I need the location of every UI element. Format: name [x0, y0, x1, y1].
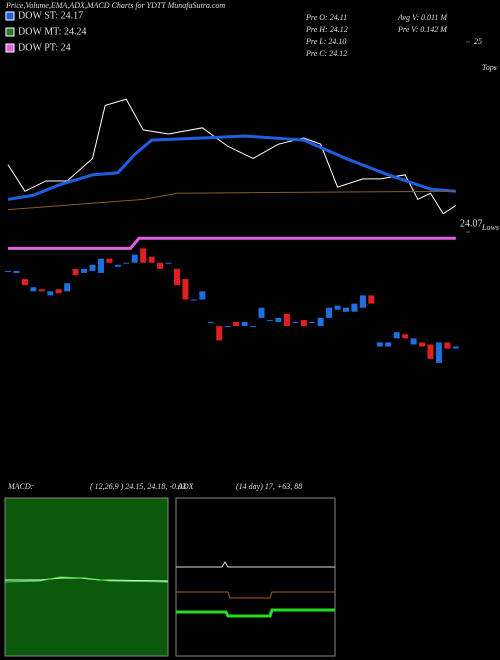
candle: [435, 342, 442, 363]
candle: [157, 262, 164, 269]
legend-label: DOW ST: 24.17: [18, 10, 83, 21]
candle: [419, 342, 426, 347]
legend-swatch: [5, 43, 15, 53]
candle: [106, 258, 113, 263]
candle: [174, 268, 180, 286]
annotation: Lows: [481, 223, 499, 232]
indicator-line: [7, 190, 456, 211]
adx-line: [176, 561, 335, 568]
candle: [444, 342, 451, 349]
signal-line: [4, 576, 169, 583]
candle: [207, 321, 214, 323]
candle: [55, 289, 62, 294]
y-tick-label: 25: [474, 37, 482, 46]
candle: [351, 303, 358, 312]
candle: [368, 295, 375, 304]
candle: [5, 270, 11, 272]
candle: [224, 326, 231, 328]
plus-di-line: [176, 608, 335, 618]
indicator-line: [7, 134, 456, 201]
candle: [410, 338, 417, 345]
adx-label: ADX: [177, 482, 195, 491]
candle: [376, 342, 383, 347]
candle: [182, 279, 189, 300]
info-text: Pre C: 24.12: [305, 49, 347, 58]
candle: [190, 299, 197, 301]
annotation: Tops: [482, 63, 497, 72]
candle: [402, 334, 409, 339]
candle: [131, 254, 138, 263]
candle: [427, 344, 434, 359]
candle: [114, 264, 121, 267]
candle: [452, 346, 459, 349]
legend-label: DOW MT: 24.24: [18, 26, 86, 37]
info-text: Pre V: 0.142 M: [397, 25, 448, 34]
candle: [13, 270, 20, 273]
candle: [334, 305, 341, 310]
candle: [97, 258, 104, 273]
candle: [38, 289, 45, 292]
candle: [317, 317, 324, 327]
legend-swatch: [5, 11, 15, 21]
adx-panel: [175, 497, 336, 657]
candle: [359, 295, 366, 308]
candle: [47, 291, 54, 296]
legend-label: DOW PT: 24: [18, 42, 71, 53]
y-tick-label: 24.07: [460, 218, 483, 229]
legend-swatch: [5, 27, 15, 37]
candle: [81, 268, 88, 273]
candle: [21, 279, 28, 286]
macd-params: ( 12,26,9 ) 24.15, 24.18, -0.03: [90, 482, 186, 491]
candle: [300, 319, 307, 327]
candle: [241, 321, 248, 327]
candle: [292, 321, 299, 323]
macd-line: [5, 577, 169, 582]
info-text: Pre H: 24.12: [305, 25, 348, 34]
info-text: Avg V: 0.011 M: [397, 13, 448, 22]
candle: [343, 307, 349, 312]
adx-params: (14 day) 17, +63, 88: [236, 482, 302, 491]
candle: [140, 248, 147, 263]
candle: [64, 283, 71, 292]
candle: [250, 326, 257, 328]
candle: [326, 307, 333, 318]
candle: [199, 291, 206, 300]
indicator-line: [8, 236, 456, 250]
candle: [275, 317, 282, 322]
minus-di-line: [176, 591, 335, 599]
candle: [393, 332, 400, 339]
candle: [309, 321, 316, 323]
candle: [72, 268, 79, 275]
candle: [385, 342, 392, 347]
candle: [30, 287, 37, 292]
indicator-line: [7, 98, 457, 215]
candle: [123, 262, 130, 264]
candle: [148, 256, 155, 263]
candle: [89, 264, 96, 271]
info-text: Pre L: 24.10: [305, 37, 346, 46]
candle: [216, 326, 223, 341]
info-text: Pre O: 24.11: [305, 13, 347, 22]
candle: [233, 321, 240, 327]
macd-panel: [4, 497, 169, 657]
candle: [258, 307, 265, 318]
candle: [283, 313, 290, 327]
candle: [165, 262, 172, 264]
chart-title: Price,Volume,EMA,ADX,MACD Charts for YDT…: [5, 1, 225, 10]
macd-label: MACD:: [7, 482, 34, 491]
candle: [266, 319, 273, 321]
